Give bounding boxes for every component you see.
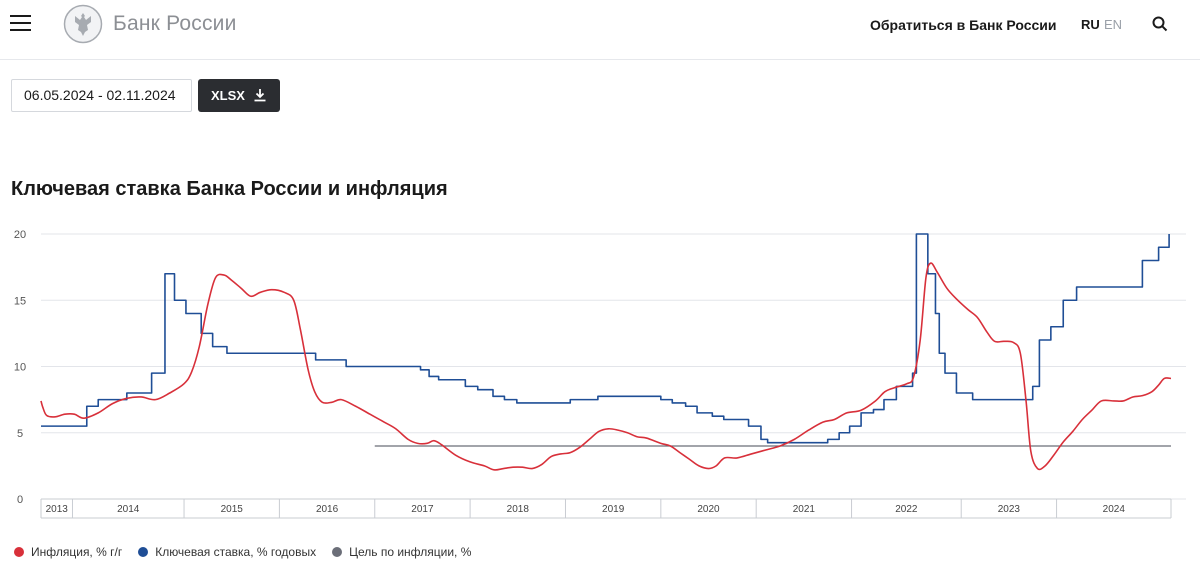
x-tick-label-2021: 2021 [793,504,816,515]
lang-en[interactable]: EN [1104,17,1123,32]
y-tick-label-10: 10 [14,362,26,374]
chart-series [40,233,1172,471]
xlsx-download-button[interactable]: XLSX [198,79,280,112]
brand-name[interactable]: Банк России [113,12,237,35]
search-icon[interactable] [1152,16,1168,32]
legend-label-inflation: Инфляция, % г/г [31,545,123,559]
chart-title: Ключевая ставка Банка России и инфляция [11,178,448,200]
legend-label-key-rate: Ключевая ставка, % годовых [155,545,317,559]
x-tick-label-2019: 2019 [602,504,625,515]
inflation-line [40,262,1172,471]
legend-swatch-key-rate [138,547,149,557]
legend-item-target[interactable]: Цель по инфляции, % [332,545,471,559]
y-tick-label-0: 0 [17,494,23,506]
legend-swatch-inflation [14,547,24,557]
y-tick-label-15: 15 [14,295,26,307]
contact-link[interactable]: Обратиться в Банк России [870,17,1057,33]
legend-item-inflation[interactable]: Инфляция, % г/г [14,545,122,559]
x-tick-label-2015: 2015 [221,504,244,515]
x-tick-label-2018: 2018 [507,504,530,515]
bank-emblem-logo[interactable] [63,4,103,44]
download-icon [254,89,266,102]
key-rate-line [41,233,1170,444]
menu-icon[interactable] [10,15,31,33]
xlsx-label: XLSX [211,88,245,103]
x-tick-label-2014: 2014 [117,504,140,515]
legend-item-key-rate[interactable]: Ключевая ставка, % годовых [138,545,316,559]
y-axis: 0 5 10 15 20 [14,229,26,506]
y-tick-label-5: 5 [17,428,23,440]
legend-swatch-target [332,547,343,557]
x-tick-label-2023: 2023 [998,504,1021,515]
chart-grid [41,233,1186,500]
lang-ru[interactable]: RU [1081,17,1100,32]
y-tick-label-20: 20 [14,229,26,241]
site-header: Банк России Обратиться в Банк России RU … [0,0,1200,60]
x-tick-label-2020: 2020 [697,504,720,515]
x-tick-label-2024: 2024 [1103,504,1126,515]
x-tick-label-2022: 2022 [895,504,918,515]
date-range-input[interactable]: 06.05.2024 - 02.11.2024 [11,79,192,112]
x-tick-label-2017: 2017 [411,504,434,515]
x-tick-label-2013: 2013 [46,504,69,515]
chart-legend: Инфляция, % г/г Ключевая ставка, % годов… [14,545,487,559]
legend-label-target: Цель по инфляции, % [349,545,472,559]
x-tick-label-2016: 2016 [316,504,339,515]
x-axis: 2013 2014 2015 2016 2017 2018 2019 2020 2021 2022… [40,498,1172,519]
rate-inflation-chart: 0 5 10 15 20 2013 2014 2015 2016 2017 2018 2019 202… [14,229,1186,519]
